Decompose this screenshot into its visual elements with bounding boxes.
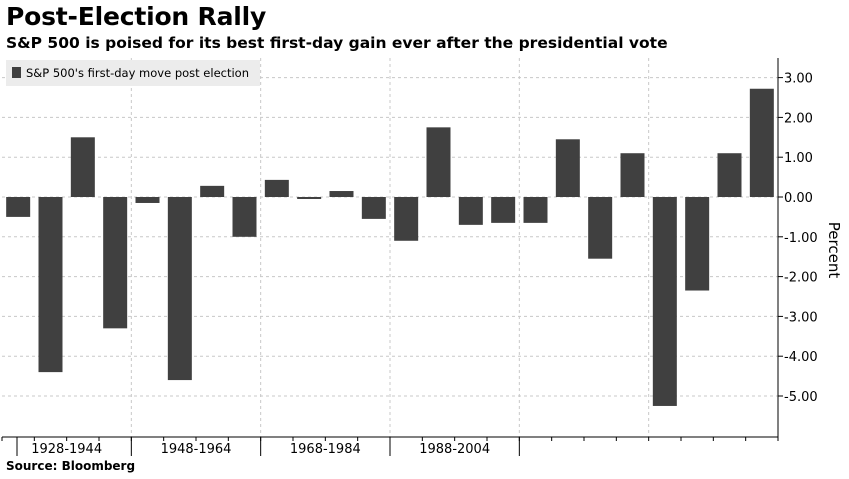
source-note: Source: Bloomberg xyxy=(6,459,136,473)
chart-title: Post-Election Rally xyxy=(6,2,267,31)
bars xyxy=(6,88,774,406)
bar xyxy=(264,179,289,197)
y-tick-label: -1.00 xyxy=(784,231,818,246)
bar xyxy=(717,153,742,197)
bar xyxy=(200,185,225,197)
x-group-label: 1928-1944 xyxy=(31,442,102,457)
axes: 3.00 2.00 1.00 0.00 -1.00 -2.00 -3.00 -4.00 -5.0… xyxy=(1,58,818,457)
bar xyxy=(394,197,419,241)
y-tick-label: 3.00 xyxy=(784,72,813,87)
bar xyxy=(491,197,516,223)
bar xyxy=(588,197,613,259)
bar xyxy=(361,197,386,219)
bar xyxy=(749,88,774,197)
y-tick-label: 2.00 xyxy=(784,111,813,126)
bar xyxy=(38,197,63,373)
y-tick-label: -2.00 xyxy=(784,271,818,286)
bar xyxy=(135,197,160,203)
bar xyxy=(620,153,645,197)
legend-background xyxy=(6,60,260,86)
y-tick-label: 1.00 xyxy=(784,151,813,166)
bar xyxy=(523,197,548,223)
y-tick-label: -3.00 xyxy=(784,310,818,325)
bar xyxy=(6,197,31,217)
chart-subtitle: S&P 500 is poised for its best first-day… xyxy=(6,34,668,52)
bar xyxy=(103,197,128,329)
legend: S&P 500's first-day move post election xyxy=(6,60,260,86)
x-group-label: 1948-1964 xyxy=(161,442,232,457)
bar xyxy=(652,197,677,406)
y-tick-label: -4.00 xyxy=(784,350,818,365)
bar xyxy=(458,197,483,225)
y-tick-label: -5.00 xyxy=(784,390,818,405)
y-axis-label: Percent xyxy=(825,222,843,279)
legend-label: S&P 500's first-day move post election xyxy=(26,66,249,80)
bar xyxy=(70,137,95,197)
y-tick-label: 0.00 xyxy=(784,191,813,206)
bar xyxy=(232,197,257,237)
bar xyxy=(426,127,451,197)
bar xyxy=(555,139,580,197)
x-group-label: 1968-1984 xyxy=(290,442,361,457)
legend-swatch xyxy=(12,67,21,78)
bar xyxy=(167,197,192,381)
bar xyxy=(685,197,710,291)
x-group-label: 1988-2004 xyxy=(419,442,490,457)
bar xyxy=(297,197,322,199)
bar xyxy=(329,191,354,197)
